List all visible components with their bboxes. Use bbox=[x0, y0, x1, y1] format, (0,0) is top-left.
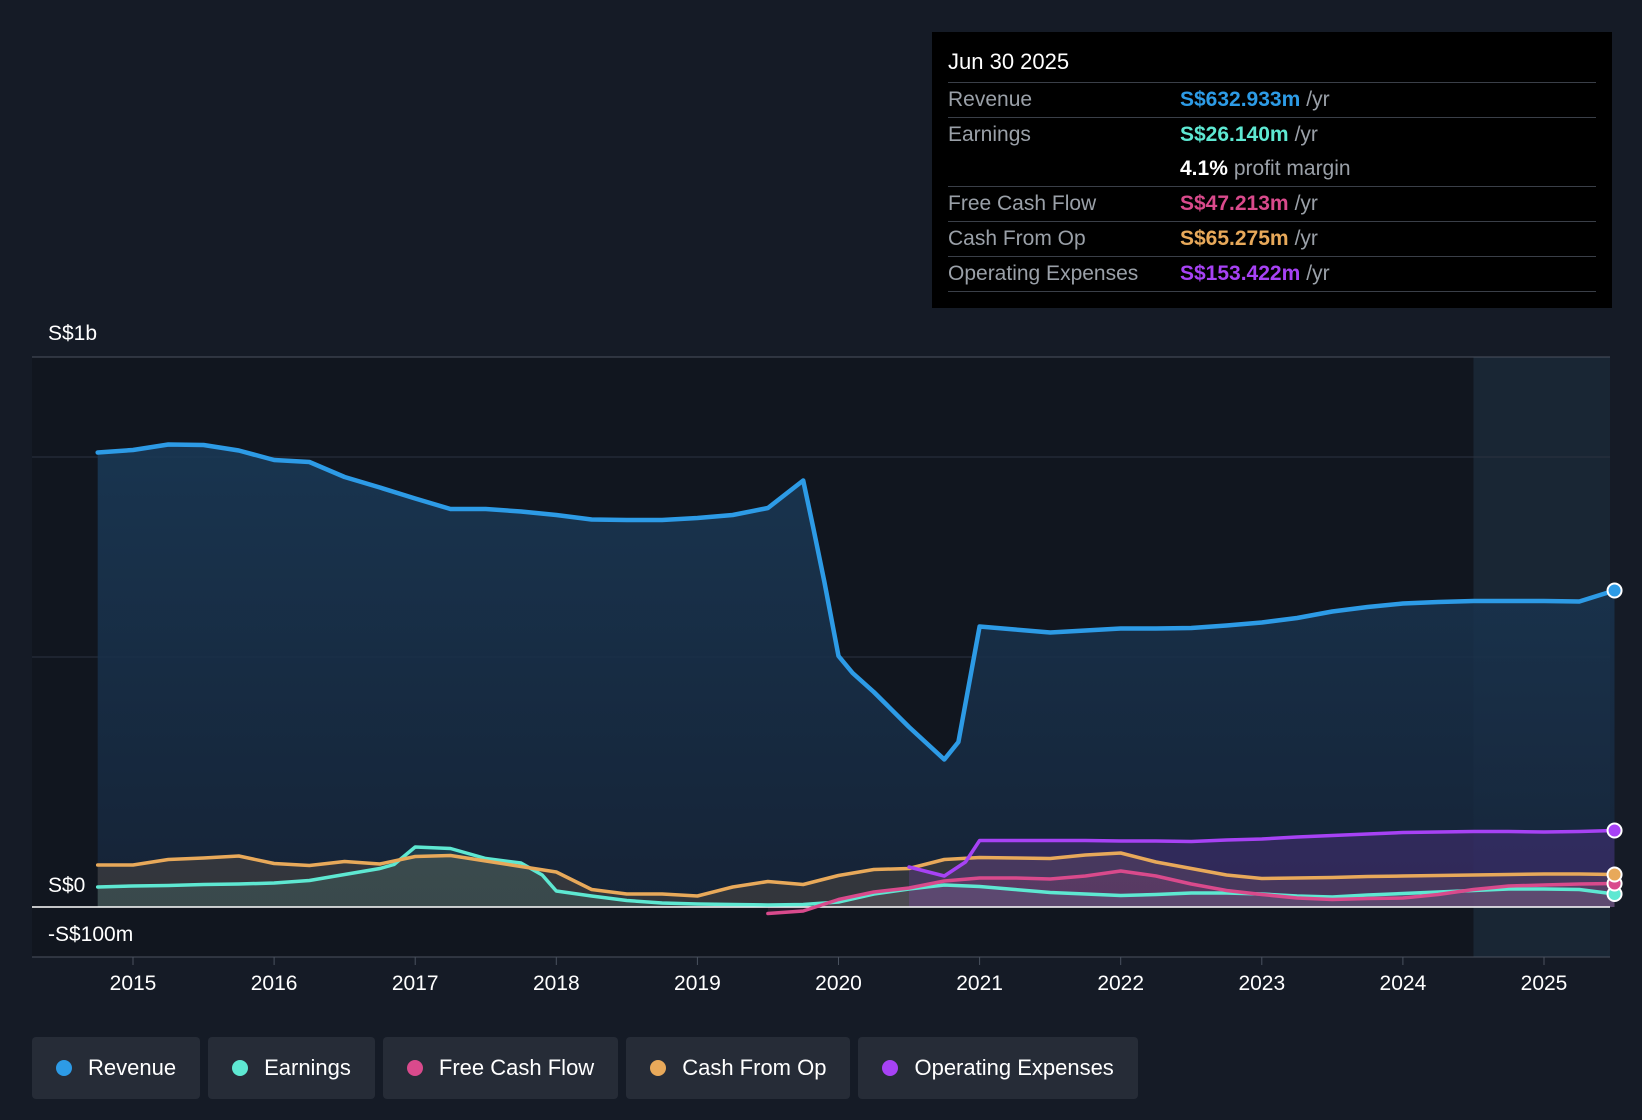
tooltip-unit: /yr bbox=[1294, 227, 1318, 250]
y-tick-label: S$0 bbox=[48, 874, 85, 897]
legend-item-cash-from-op[interactable]: Cash From Op bbox=[626, 1037, 851, 1099]
line-free-cash-flow bbox=[766, 869, 1617, 916]
x-tick-label: 2019 bbox=[674, 972, 721, 995]
legend-dot-icon bbox=[882, 1060, 899, 1076]
legend-item-earnings[interactable]: Earnings bbox=[208, 1037, 375, 1099]
y-tick-label: S$1b bbox=[48, 322, 97, 345]
endpoint-revenue bbox=[1606, 582, 1623, 599]
tooltip-label: Revenue bbox=[948, 88, 1033, 111]
tooltip-label: Cash From Op bbox=[948, 227, 1086, 250]
x-tick-label: 2022 bbox=[1097, 972, 1144, 995]
legend-label: Earnings bbox=[264, 1055, 351, 1080]
tooltip-row-operating-expenses: Operating Expenses S$153.422m /yr bbox=[948, 257, 1596, 292]
legend-dot-icon bbox=[232, 1060, 249, 1076]
tooltip-value: S$26.140m bbox=[1180, 123, 1289, 146]
legend-label: Free Cash Flow bbox=[438, 1055, 595, 1080]
tooltip-row-profit-margin: 4.1% profit margin bbox=[948, 152, 1596, 187]
tooltip-row-free-cash-flow: Free Cash Flow S$47.213m /yr bbox=[948, 187, 1596, 222]
line-revenue bbox=[95, 442, 1617, 762]
line-cash-from-op bbox=[95, 851, 1617, 898]
area-revenue bbox=[97, 444, 1615, 907]
x-tick-label: 2024 bbox=[1380, 972, 1427, 995]
tooltip-row-cash-from-op: Cash From Op S$65.275m /yr bbox=[948, 222, 1596, 257]
legend-dot-icon bbox=[56, 1060, 72, 1076]
x-tick-label: 2020 bbox=[815, 972, 862, 995]
x-tick-label: 2025 bbox=[1521, 972, 1568, 995]
x-tick-label: 2016 bbox=[251, 972, 298, 995]
tooltip-row-revenue: Revenue S$632.933m /yr bbox=[948, 83, 1596, 118]
tooltip-value: S$65.275m bbox=[1180, 227, 1289, 250]
legend-item-operating-expenses[interactable]: Operating Expenses bbox=[858, 1037, 1138, 1099]
tooltip-value: 4.1% bbox=[1180, 157, 1228, 180]
tooltip-unit: profit margin bbox=[1233, 157, 1351, 180]
tooltip-value: S$153.422m bbox=[1180, 262, 1301, 285]
x-tick-label: 2017 bbox=[392, 972, 439, 995]
legend: Revenue Earnings Free Cash Flow Cash Fro… bbox=[32, 1037, 1138, 1099]
legend-dot-icon bbox=[406, 1060, 423, 1076]
tooltip-label: Free Cash Flow bbox=[948, 192, 1097, 215]
tooltip-date: Jun 30 2025 bbox=[948, 46, 1596, 83]
tooltip-row-earnings: Earnings S$26.140m /yr bbox=[948, 118, 1596, 152]
y-tick-label: -S$100m bbox=[48, 923, 133, 946]
legend-dot-icon bbox=[650, 1060, 667, 1076]
hover-tooltip: Jun 30 2025 Revenue S$632.933m /yr Earni… bbox=[932, 32, 1612, 308]
x-tick-label: 2021 bbox=[956, 972, 1003, 995]
x-tick-label: 2023 bbox=[1238, 972, 1285, 995]
tooltip-label: Earnings bbox=[948, 123, 1031, 146]
line-earnings bbox=[95, 845, 1617, 907]
tooltip-unit: /yr bbox=[1294, 192, 1318, 215]
endpoint-cash-from-op bbox=[1606, 866, 1623, 883]
legend-item-free-cash-flow[interactable]: Free Cash Flow bbox=[382, 1037, 619, 1099]
tooltip-unit: /yr bbox=[1294, 123, 1318, 146]
tooltip-value: S$632.933m bbox=[1180, 88, 1301, 111]
x-tick-label: 2015 bbox=[110, 972, 157, 995]
legend-item-revenue[interactable]: Revenue bbox=[32, 1037, 201, 1099]
legend-label: Cash From Op bbox=[682, 1055, 827, 1080]
legend-label: Revenue bbox=[88, 1055, 177, 1080]
tooltip-unit: /yr bbox=[1306, 262, 1330, 285]
x-tick-label: 2018 bbox=[533, 972, 580, 995]
tooltip-unit: /yr bbox=[1306, 88, 1330, 111]
endpoint-operating-expenses bbox=[1606, 822, 1623, 839]
area-operating-expenses bbox=[909, 830, 1615, 907]
legend-label: Operating Expenses bbox=[914, 1055, 1114, 1080]
tooltip-label: Operating Expenses bbox=[948, 262, 1139, 285]
chart-canvas: S$1b S$0 -S$100m 2015 2016 2017 2018 2019 2020 20… bbox=[32, 322, 1623, 995]
tooltip-value: S$47.213m bbox=[1180, 192, 1289, 215]
line-operating-expenses bbox=[907, 828, 1617, 878]
area-earnings bbox=[97, 847, 1615, 907]
